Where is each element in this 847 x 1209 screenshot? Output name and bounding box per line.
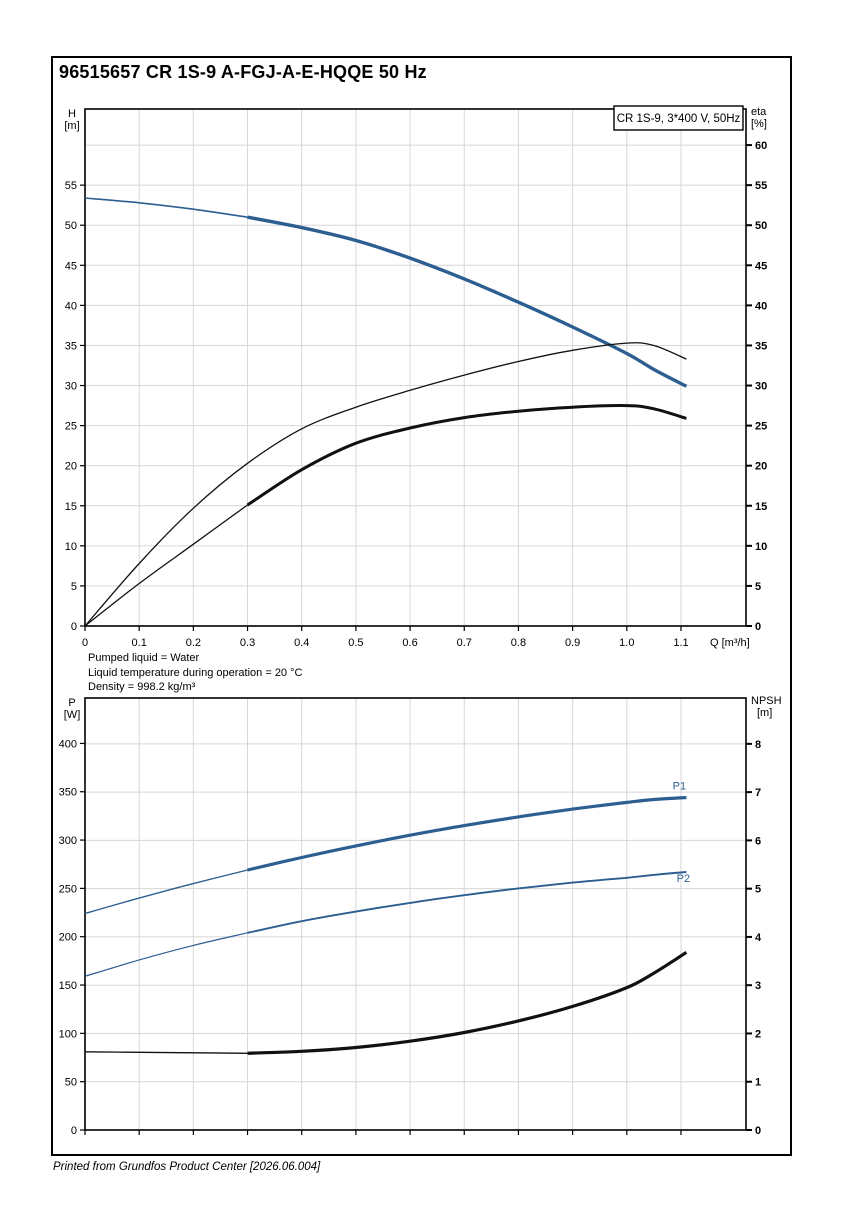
plot-frame [84, 108, 747, 627]
svg-text:35: 35 [65, 340, 77, 352]
svg-text:150: 150 [59, 980, 77, 992]
gridlines [85, 698, 746, 1130]
right-axis-title: [%] [751, 118, 767, 130]
svg-text:15: 15 [65, 501, 77, 513]
svg-text:50: 50 [65, 220, 77, 232]
right-axis-title: [m] [757, 707, 772, 719]
right-axis-ticks: 0 5 10 15 20 25 30 35 40 45 50 55 60 [746, 140, 767, 633]
svg-text:300: 300 [59, 835, 77, 847]
svg-text:50: 50 [755, 220, 767, 232]
svg-text:30: 30 [65, 381, 77, 393]
p1-curve [84, 795, 687, 915]
left-axis-title: [m] [64, 120, 79, 132]
svg-text:1: 1 [755, 1077, 761, 1089]
svg-text:20: 20 [755, 461, 767, 473]
svg-text:3: 3 [755, 980, 761, 992]
info-line-temperature: Liquid temperature during operation = 20… [88, 666, 303, 679]
eta-pump-curve [84, 342, 687, 627]
p2-curve [84, 871, 687, 977]
info-line-liquid: Pumped liquid = Water [88, 652, 200, 664]
left-axis-ticks: 0 50 100 150 200 250 300 350 400 [59, 738, 85, 1137]
svg-text:50: 50 [65, 1077, 77, 1089]
svg-text:1.0: 1.0 [619, 637, 634, 649]
left-axis-ticks: 0 5 10 15 20 25 30 35 40 45 50 55 [65, 180, 85, 633]
eta-pump-motor-curve [84, 404, 687, 627]
svg-text:25: 25 [65, 421, 77, 433]
svg-text:10: 10 [65, 541, 77, 553]
series-label-p2: P2 [677, 873, 690, 885]
svg-text:35: 35 [755, 340, 767, 352]
svg-text:5: 5 [71, 581, 77, 593]
svg-text:0.8: 0.8 [511, 637, 526, 649]
info-line-density: Density = 998.2 kg/m³ [88, 681, 196, 693]
svg-text:200: 200 [59, 932, 77, 944]
svg-text:0.9: 0.9 [565, 637, 580, 649]
svg-text:2: 2 [755, 1028, 761, 1040]
series-label-p1: P1 [673, 781, 686, 793]
right-axis-title: eta [751, 106, 767, 118]
svg-text:400: 400 [59, 738, 77, 750]
svg-text:40: 40 [755, 300, 767, 312]
pumped-liquid-info: Pumped liquid = Water Liquid temperature… [88, 651, 302, 695]
svg-text:45: 45 [755, 260, 767, 272]
svg-text:0.7: 0.7 [457, 637, 472, 649]
svg-text:30: 30 [755, 381, 767, 393]
svg-text:7: 7 [755, 787, 761, 799]
svg-text:0.5: 0.5 [348, 637, 363, 649]
svg-text:0.4: 0.4 [294, 637, 309, 649]
svg-text:5: 5 [755, 884, 761, 896]
right-axis-ticks: 0 1 2 3 4 5 6 7 8 [746, 739, 762, 1137]
svg-text:250: 250 [59, 883, 77, 895]
svg-text:0: 0 [755, 1125, 761, 1137]
power-npsh-chart: P1 P2 0 50 100 150 200 250 300 350 400 0 1 2 3 4 5 6 7 8 P[W… [59, 695, 782, 1137]
svg-text:0: 0 [755, 621, 761, 633]
x-axis-unit-label: Q [m³/h] [710, 637, 750, 649]
npsh-curve [84, 951, 688, 1055]
svg-text:40: 40 [65, 300, 77, 312]
svg-text:350: 350 [59, 787, 77, 799]
svg-text:0: 0 [71, 621, 77, 633]
legend-text: CR 1S-9, 3*400 V, 50Hz [617, 113, 741, 125]
svg-text:0.3: 0.3 [240, 637, 255, 649]
gridlines [85, 109, 746, 626]
svg-text:8: 8 [755, 739, 761, 751]
svg-text:60: 60 [755, 140, 767, 152]
svg-text:4: 4 [755, 932, 762, 944]
legend-box: CR 1S-9, 3*400 V, 50Hz [613, 105, 744, 131]
svg-text:0: 0 [82, 637, 88, 649]
svg-text:15: 15 [755, 501, 767, 513]
svg-text:10: 10 [755, 541, 767, 553]
svg-text:5: 5 [755, 581, 761, 593]
right-axis-title: NPSH [751, 695, 782, 707]
svg-text:0: 0 [71, 1125, 77, 1137]
page-title: 96515657 CR 1S-9 A-FGJ-A-E-HQQE 50 Hz [59, 62, 427, 82]
svg-text:55: 55 [65, 180, 77, 192]
svg-text:55: 55 [755, 180, 767, 192]
svg-text:45: 45 [65, 260, 77, 272]
left-axis-title: [W] [64, 709, 81, 721]
footer-note: Printed from Grundfos Product Center [20… [53, 1161, 321, 1173]
left-axis-title: P [68, 697, 75, 709]
x-axis-ticks: 0 0.1 0.2 0.3 0.4 0.5 0.6 0.7 0.8 0.9 1.0 1.1 [82, 626, 689, 649]
svg-text:0.6: 0.6 [402, 637, 417, 649]
svg-text:6: 6 [755, 835, 761, 847]
svg-text:1.1: 1.1 [673, 637, 688, 649]
x-axis-ticks [84, 1130, 682, 1135]
svg-text:25: 25 [755, 421, 767, 433]
h-curve [84, 197, 688, 388]
left-axis-title: H [68, 108, 76, 120]
plot-frame [84, 697, 747, 1131]
page-border [51, 56, 792, 1156]
svg-text:0.1: 0.1 [132, 637, 147, 649]
svg-text:20: 20 [65, 461, 77, 473]
hq-efficiency-chart: 0 5 10 15 20 25 30 35 40 45 50 55 0 5 10 15 20 25 30 35 40 45… [64, 105, 767, 649]
svg-text:100: 100 [59, 1028, 77, 1040]
svg-text:0.2: 0.2 [186, 637, 201, 649]
